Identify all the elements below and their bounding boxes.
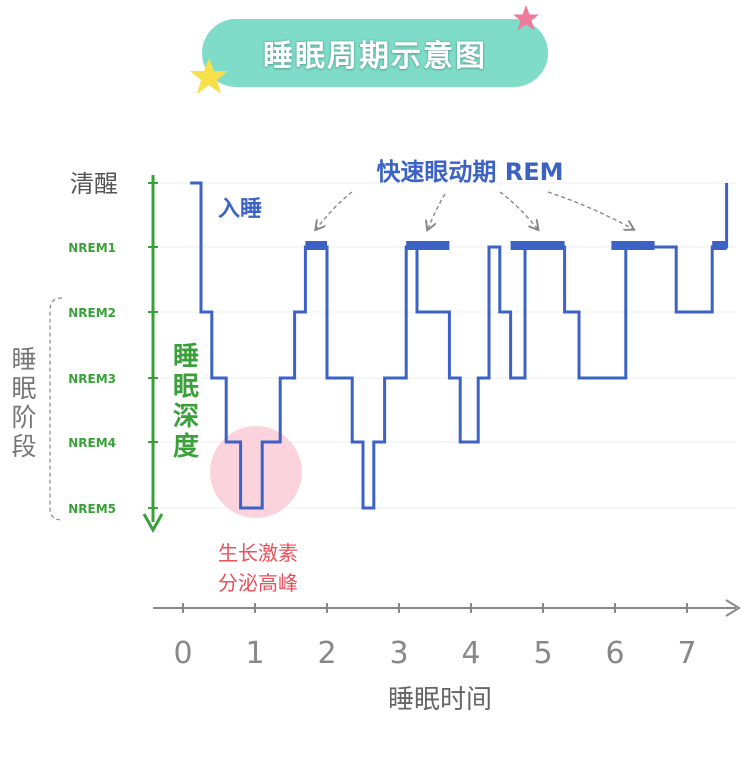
y-tick-label: NREM4 — [68, 436, 116, 450]
rem-pointer-arrow — [428, 193, 446, 229]
sleep-depth-arrowhead — [142, 513, 164, 534]
x-tick-label: 0 — [173, 636, 192, 671]
hypnogram-line — [190, 181, 729, 510]
sleep-depth-char: 度 — [173, 431, 199, 462]
y-tick-label: NREM1 — [68, 241, 116, 255]
chart-title: 睡眠周期示意图 — [263, 39, 487, 74]
sleep-depth-char: 眠 — [173, 372, 199, 402]
x-tick-label: 1 — [245, 636, 264, 671]
rem-pointers — [316, 191, 633, 229]
sleep-stage-char: 阶 — [11, 403, 36, 432]
sleep-onset-label: 入睡 — [218, 197, 262, 222]
x-tick-label: 7 — [677, 636, 696, 671]
x-tick-label: 2 — [317, 636, 336, 671]
x-tick-label: 6 — [605, 636, 624, 671]
x-tick-label: 5 — [533, 636, 552, 671]
x-axis-label: 睡眠时间 — [388, 685, 492, 715]
x-axis-arrowhead — [725, 599, 741, 617]
sleep-stage-char: 段 — [11, 432, 36, 461]
rem-segment — [406, 241, 450, 250]
y-tick-label: NREM2 — [68, 306, 116, 320]
x-tick-label: 3 — [389, 636, 408, 671]
sleep-depth-char: 深 — [173, 402, 199, 432]
y-tick-label: NREM5 — [68, 502, 116, 516]
stage-bracket — [49, 297, 63, 521]
sleep-stage-char: 睡 — [11, 345, 36, 374]
rem-period-label: 快速眼动期 REM — [376, 158, 563, 186]
rem-pointer-arrow — [316, 191, 353, 229]
yellow-star-icon — [190, 58, 228, 94]
title-banner: 睡眠周期示意图 — [202, 19, 548, 87]
stage-labels: 清醒 NREM1 NREM2 NREM3 NREM4 NREM5 — [68, 170, 158, 516]
hormone-label-line1: 生长激素 — [218, 541, 298, 565]
pink-star-icon — [513, 5, 539, 31]
rem-pointer-arrow — [499, 191, 538, 229]
y-tick-label: 清醒 — [70, 170, 118, 198]
sleep-stage-char: 眠 — [11, 374, 36, 403]
y-tick-label: NREM3 — [68, 372, 116, 386]
rem-pointer-arrow — [547, 191, 633, 229]
x-tick-labels: 0 1 2 3 4 5 6 7 — [173, 603, 697, 671]
hormone-label-line2: 分泌高峰 — [218, 571, 298, 595]
sleep-depth-char: 睡 — [173, 342, 199, 372]
x-tick-label: 4 — [461, 636, 480, 671]
hormone-peak-highlight — [210, 426, 302, 518]
